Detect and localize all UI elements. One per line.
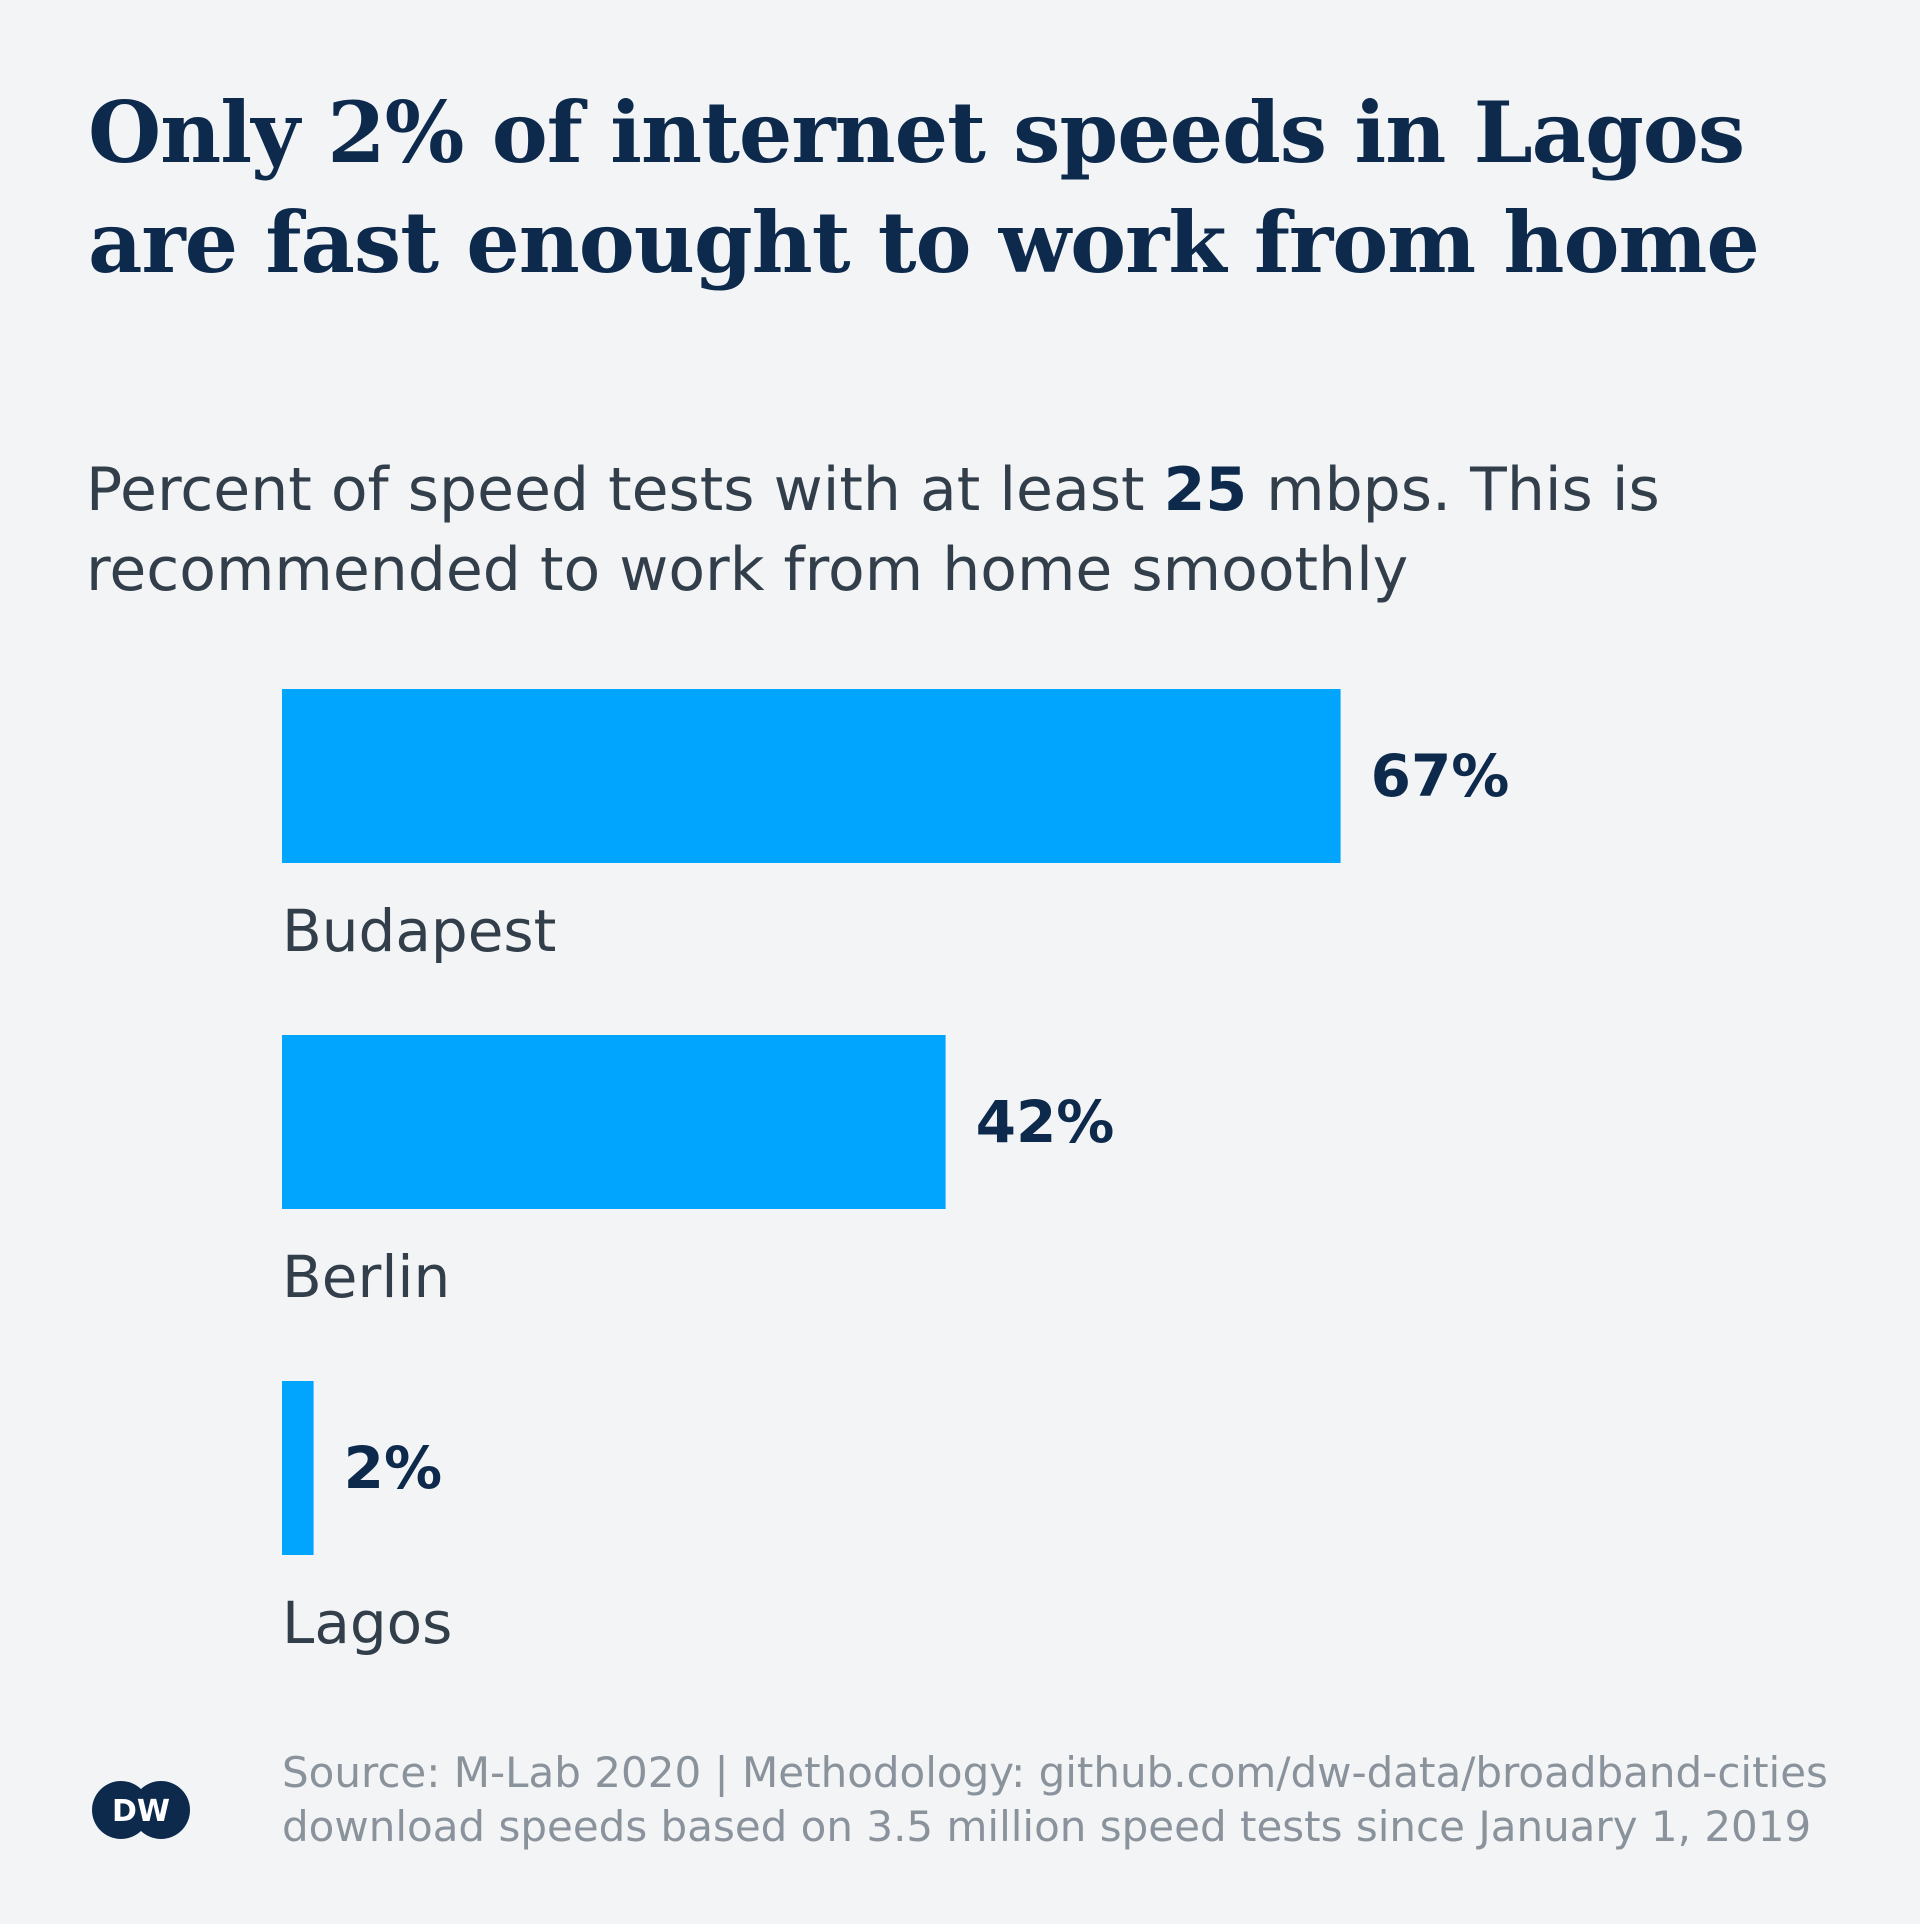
subtitle-text-end: mbps. This is recommended to work from h…	[86, 455, 1660, 605]
category-label-berlin: Berlin	[282, 1243, 450, 1311]
chart-subtitle: Percent of speed tests with at least 25 …	[86, 450, 1846, 610]
category-label-lagos: Lagos	[282, 1589, 452, 1657]
footer: DW Source: M-Lab 2020 | Methodology: git…	[0, 1740, 1920, 1860]
source-note: Source: M-Lab 2020 | Methodology: github…	[282, 1746, 1882, 1854]
bar-chart: 67% Budapest 42% Berlin 2% Lagos	[282, 689, 1510, 1657]
source-line-1: Source: M-Lab 2020 | Methodology: github…	[282, 1748, 1828, 1797]
category-label-budapest: Budapest	[282, 897, 556, 965]
bar-berlin	[282, 1035, 946, 1209]
subtitle-text-start: Percent of speed tests with at least	[86, 455, 1164, 525]
bar-lagos	[282, 1381, 314, 1555]
source-line-2: download speeds based on 3.5 million spe…	[282, 1802, 1812, 1851]
chart-title: Only 2% of internet speeds in Lagos are …	[88, 83, 1760, 292]
subtitle-highlight: 25	[1163, 455, 1248, 525]
dw-logo-text: DW	[112, 1794, 170, 1829]
dw-logo-icon: DW	[92, 1781, 190, 1839]
value-label-lagos: 2%	[344, 1434, 442, 1502]
value-label-budapest: 67%	[1371, 742, 1510, 810]
value-label-berlin: 42%	[976, 1088, 1115, 1156]
bar-budapest	[282, 689, 1341, 863]
